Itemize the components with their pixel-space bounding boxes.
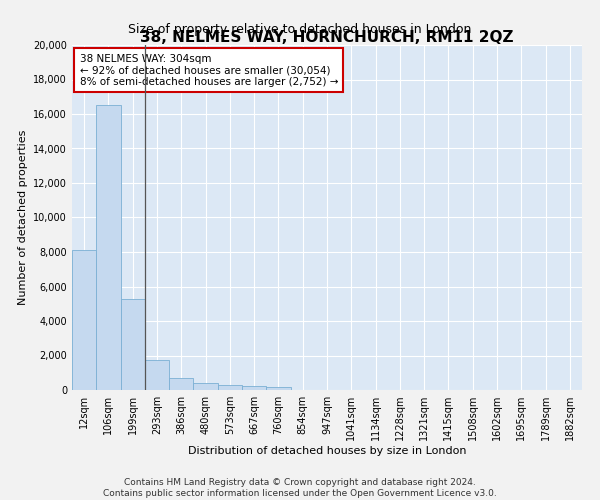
Bar <box>242 386 266 390</box>
Title: 38, NELMES WAY, HORNCHURCH, RM11 2QZ: 38, NELMES WAY, HORNCHURCH, RM11 2QZ <box>140 30 514 45</box>
Bar <box>266 386 290 390</box>
Bar <box>193 384 218 390</box>
Bar <box>121 298 145 390</box>
Bar <box>218 384 242 390</box>
Text: Contains HM Land Registry data © Crown copyright and database right 2024.
Contai: Contains HM Land Registry data © Crown c… <box>103 478 497 498</box>
Text: Size of property relative to detached houses in London: Size of property relative to detached ho… <box>128 22 472 36</box>
Bar <box>72 250 96 390</box>
Y-axis label: Number of detached properties: Number of detached properties <box>18 130 28 305</box>
X-axis label: Distribution of detached houses by size in London: Distribution of detached houses by size … <box>188 446 466 456</box>
Bar <box>169 378 193 390</box>
Bar <box>96 106 121 390</box>
Bar <box>145 360 169 390</box>
Text: 38 NELMES WAY: 304sqm
← 92% of detached houses are smaller (30,054)
8% of semi-d: 38 NELMES WAY: 304sqm ← 92% of detached … <box>80 54 338 87</box>
